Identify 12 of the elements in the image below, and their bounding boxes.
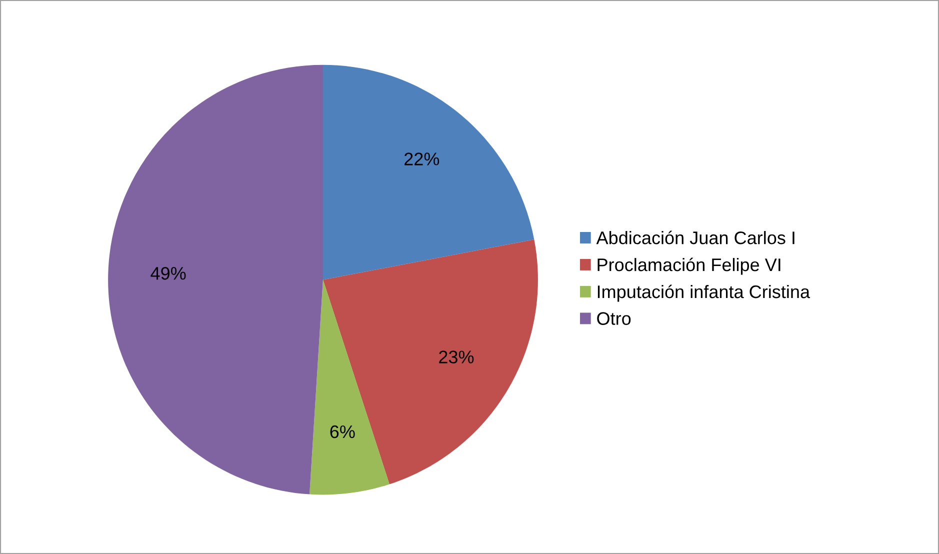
pie-slice — [108, 64, 324, 494]
data-label: 6% — [330, 425, 355, 438]
legend-label: Imputación infanta Cristina — [598, 284, 810, 302]
data-label: 22% — [404, 152, 440, 166]
pie-slice — [310, 280, 390, 495]
data-label: 23% — [439, 350, 474, 364]
pie-slice — [323, 239, 538, 484]
legend-label: Otro — [597, 312, 631, 325]
data-label: 49% — [150, 266, 186, 280]
legend-label: Abdicación Juan Carlos I — [596, 230, 794, 244]
legend-label: Proclamación Felipe VI — [598, 258, 780, 275]
pie-slice — [323, 64, 534, 280]
